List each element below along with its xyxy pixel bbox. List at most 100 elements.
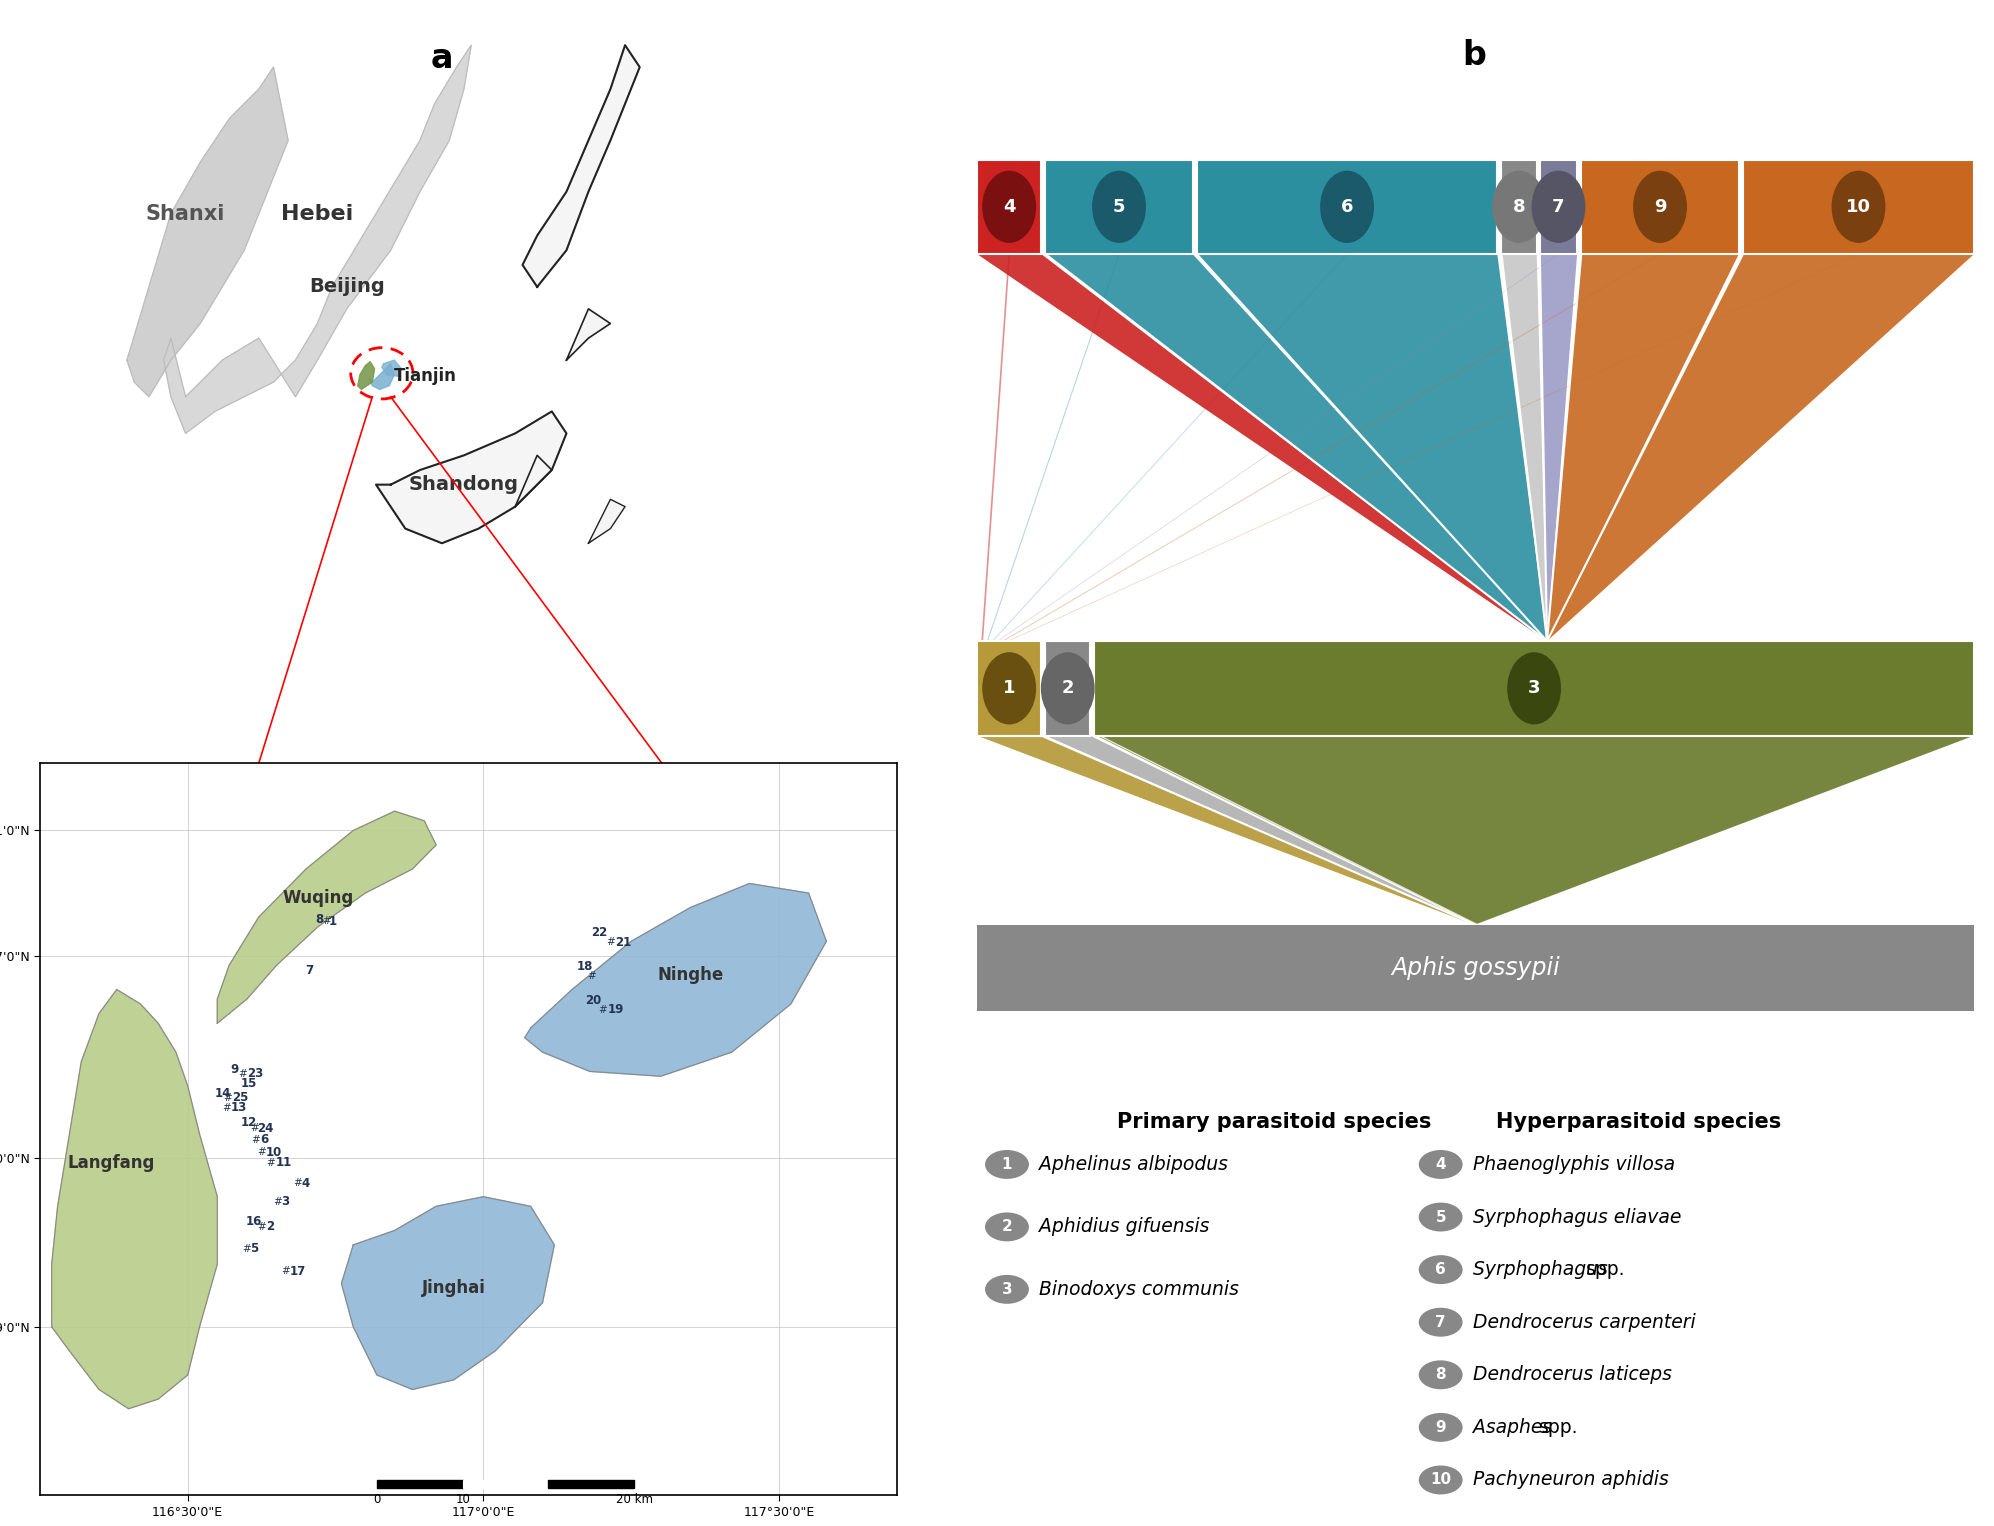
Text: 7: 7 <box>305 964 313 977</box>
Text: #: # <box>598 1004 608 1015</box>
Text: 15: 15 <box>241 1077 257 1090</box>
Text: #: # <box>223 1093 231 1103</box>
Ellipse shape <box>1832 171 1886 243</box>
Text: spp.: spp. <box>1539 1418 1579 1437</box>
Text: #: # <box>237 1068 247 1079</box>
Bar <box>1743 160 1974 255</box>
Bar <box>1095 641 1974 736</box>
Text: 9: 9 <box>1436 1419 1446 1434</box>
Text: Jinghai: Jinghai <box>423 1279 487 1297</box>
Text: Hebei: Hebei <box>281 203 353 224</box>
Bar <box>1045 160 1192 255</box>
Text: Dendrocerus carpenteri: Dendrocerus carpenteri <box>1472 1312 1695 1332</box>
Text: 2: 2 <box>1061 679 1075 697</box>
Bar <box>1045 641 1091 736</box>
Text: 5: 5 <box>1113 198 1125 215</box>
Text: Syrphophagus: Syrphophagus <box>1472 1260 1613 1279</box>
Text: 13: 13 <box>229 1102 247 1114</box>
Text: #: # <box>251 1135 261 1144</box>
Polygon shape <box>566 308 610 360</box>
Circle shape <box>1418 1256 1462 1283</box>
Text: #: # <box>265 1158 275 1167</box>
Text: 6: 6 <box>259 1134 267 1146</box>
Text: 3: 3 <box>1001 1282 1013 1297</box>
Text: 9: 9 <box>229 1062 239 1076</box>
Text: 22: 22 <box>590 926 608 938</box>
Text: 8: 8 <box>315 913 323 926</box>
Text: Langfang: Langfang <box>68 1154 154 1172</box>
Text: 1: 1 <box>1003 679 1015 697</box>
Text: #: # <box>323 916 331 926</box>
Text: Tianjin: Tianjin <box>395 368 457 385</box>
Circle shape <box>985 1274 1029 1303</box>
Polygon shape <box>1196 255 1547 641</box>
Text: 12: 12 <box>241 1116 257 1129</box>
Text: 18: 18 <box>576 960 592 974</box>
Polygon shape <box>52 989 217 1408</box>
Ellipse shape <box>983 171 1037 243</box>
Circle shape <box>1418 1465 1462 1494</box>
Polygon shape <box>977 255 1547 641</box>
Text: Hyperparasitoid species: Hyperparasitoid species <box>1496 1112 1781 1132</box>
Bar <box>463 1480 548 1488</box>
Text: 2: 2 <box>265 1221 273 1233</box>
Circle shape <box>1418 1413 1462 1442</box>
Text: #: # <box>241 1244 251 1254</box>
Text: 20 km: 20 km <box>616 1492 652 1506</box>
Polygon shape <box>377 412 566 543</box>
Text: #: # <box>606 937 614 948</box>
Polygon shape <box>164 46 471 433</box>
Text: 16: 16 <box>245 1215 261 1228</box>
Text: Aphis gossypii: Aphis gossypii <box>1392 955 1559 980</box>
Text: 10: 10 <box>265 1146 281 1158</box>
Text: 4: 4 <box>1003 198 1015 215</box>
Text: #: # <box>281 1267 289 1276</box>
Polygon shape <box>341 1196 554 1390</box>
Text: 10: 10 <box>455 1492 471 1506</box>
Text: #: # <box>257 1222 267 1231</box>
Bar <box>1196 160 1497 255</box>
Text: #: # <box>293 1178 301 1189</box>
Text: 1: 1 <box>1001 1157 1013 1172</box>
Polygon shape <box>1547 255 1974 641</box>
Text: #: # <box>221 1103 231 1112</box>
Polygon shape <box>1501 255 1547 641</box>
Text: 8: 8 <box>1513 198 1525 215</box>
Polygon shape <box>357 362 375 389</box>
Text: 1: 1 <box>329 914 337 928</box>
Text: 5: 5 <box>1436 1210 1446 1224</box>
Polygon shape <box>522 46 640 287</box>
Polygon shape <box>383 360 401 377</box>
Text: Dendrocerus laticeps: Dendrocerus laticeps <box>1472 1366 1671 1384</box>
Ellipse shape <box>1093 171 1147 243</box>
Text: 19: 19 <box>608 1003 624 1016</box>
Text: 17: 17 <box>289 1265 305 1277</box>
Polygon shape <box>1045 736 1474 925</box>
Text: #: # <box>257 1148 267 1157</box>
Bar <box>977 160 1041 255</box>
Text: Shanxi: Shanxi <box>146 203 225 224</box>
Text: 7: 7 <box>1551 198 1565 215</box>
Polygon shape <box>128 67 287 397</box>
Ellipse shape <box>1633 171 1687 243</box>
Text: 10: 10 <box>1846 198 1870 215</box>
Polygon shape <box>977 736 1474 925</box>
Circle shape <box>1418 1151 1462 1180</box>
Ellipse shape <box>1531 171 1585 243</box>
Bar <box>1581 160 1739 255</box>
Text: 3: 3 <box>281 1195 289 1209</box>
Text: #: # <box>249 1123 259 1134</box>
Text: 25: 25 <box>231 1091 249 1105</box>
Polygon shape <box>1539 255 1577 641</box>
Text: Syrphophagus eliavae: Syrphophagus eliavae <box>1472 1207 1681 1227</box>
Text: 9: 9 <box>1653 198 1667 215</box>
Ellipse shape <box>983 652 1037 725</box>
Text: 2: 2 <box>1001 1219 1013 1235</box>
Circle shape <box>1418 1360 1462 1389</box>
Polygon shape <box>588 499 624 543</box>
Text: b: b <box>1462 40 1486 72</box>
Text: Primary parasitoid species: Primary parasitoid species <box>1117 1112 1432 1132</box>
Bar <box>548 1480 634 1488</box>
Polygon shape <box>217 812 437 1024</box>
Bar <box>377 1480 463 1488</box>
